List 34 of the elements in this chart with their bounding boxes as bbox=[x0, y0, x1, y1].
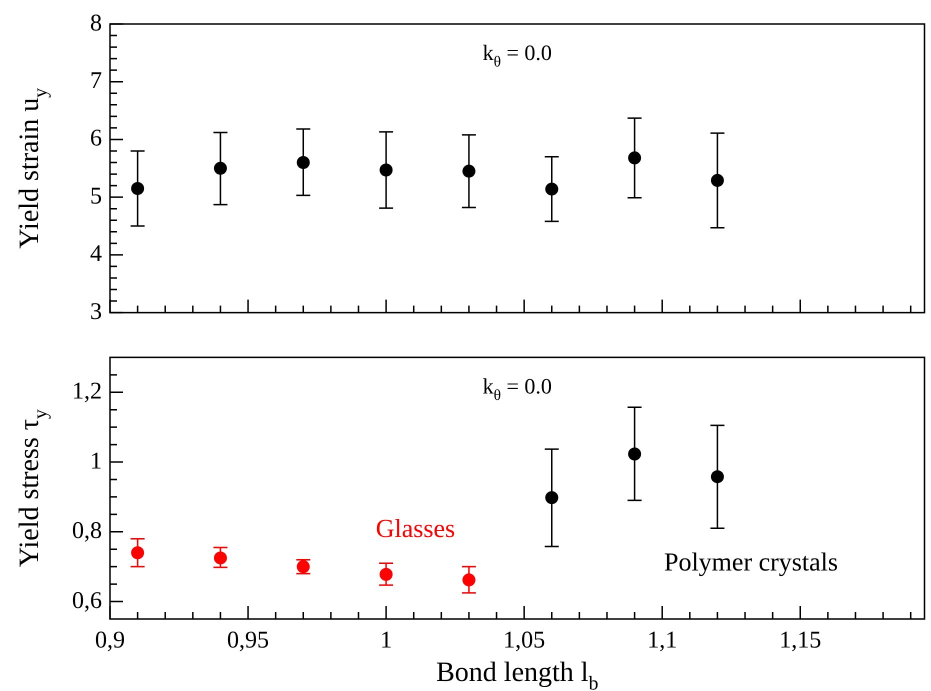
point bbox=[131, 182, 144, 195]
point bbox=[462, 164, 476, 178]
text: Polymer crystals bbox=[664, 548, 838, 577]
y-tick-label: 1 bbox=[90, 448, 102, 474]
y-tick-label: 4 bbox=[90, 241, 102, 268]
point bbox=[131, 546, 144, 560]
point bbox=[545, 182, 558, 196]
x-tick-label: 1,15 bbox=[779, 628, 822, 654]
x-tick-label: 0,95 bbox=[227, 628, 270, 654]
y-tick-label: 3 bbox=[90, 298, 102, 325]
x-tick-label: 1 bbox=[380, 628, 392, 654]
point bbox=[380, 164, 393, 177]
point bbox=[462, 573, 476, 586]
y-tick-label: 7 bbox=[90, 68, 102, 94]
x-tick-label: 1,1 bbox=[647, 628, 678, 654]
point bbox=[628, 448, 642, 461]
y-axis-title: Yield strain uy bbox=[14, 88, 52, 249]
y-tick-label: 5 bbox=[90, 183, 102, 210]
y-tick-label: 0,8 bbox=[72, 518, 102, 544]
point bbox=[628, 151, 642, 164]
point bbox=[545, 491, 558, 504]
point bbox=[710, 174, 724, 187]
y-axis-title: Yield stress τy bbox=[14, 409, 52, 568]
y-tick-label: 0,6 bbox=[72, 588, 102, 614]
point bbox=[214, 162, 227, 175]
y-tick-label: 6 bbox=[90, 126, 102, 152]
y-tick-label: 1,2 bbox=[72, 378, 102, 405]
point bbox=[380, 568, 393, 581]
point bbox=[710, 470, 724, 484]
y-tick-label: 8 bbox=[90, 10, 102, 36]
point bbox=[296, 156, 310, 170]
x-tick-label: 0,9 bbox=[95, 628, 125, 654]
x-tick-label: 1,05 bbox=[503, 628, 546, 654]
series-label: Glasses bbox=[376, 514, 456, 544]
